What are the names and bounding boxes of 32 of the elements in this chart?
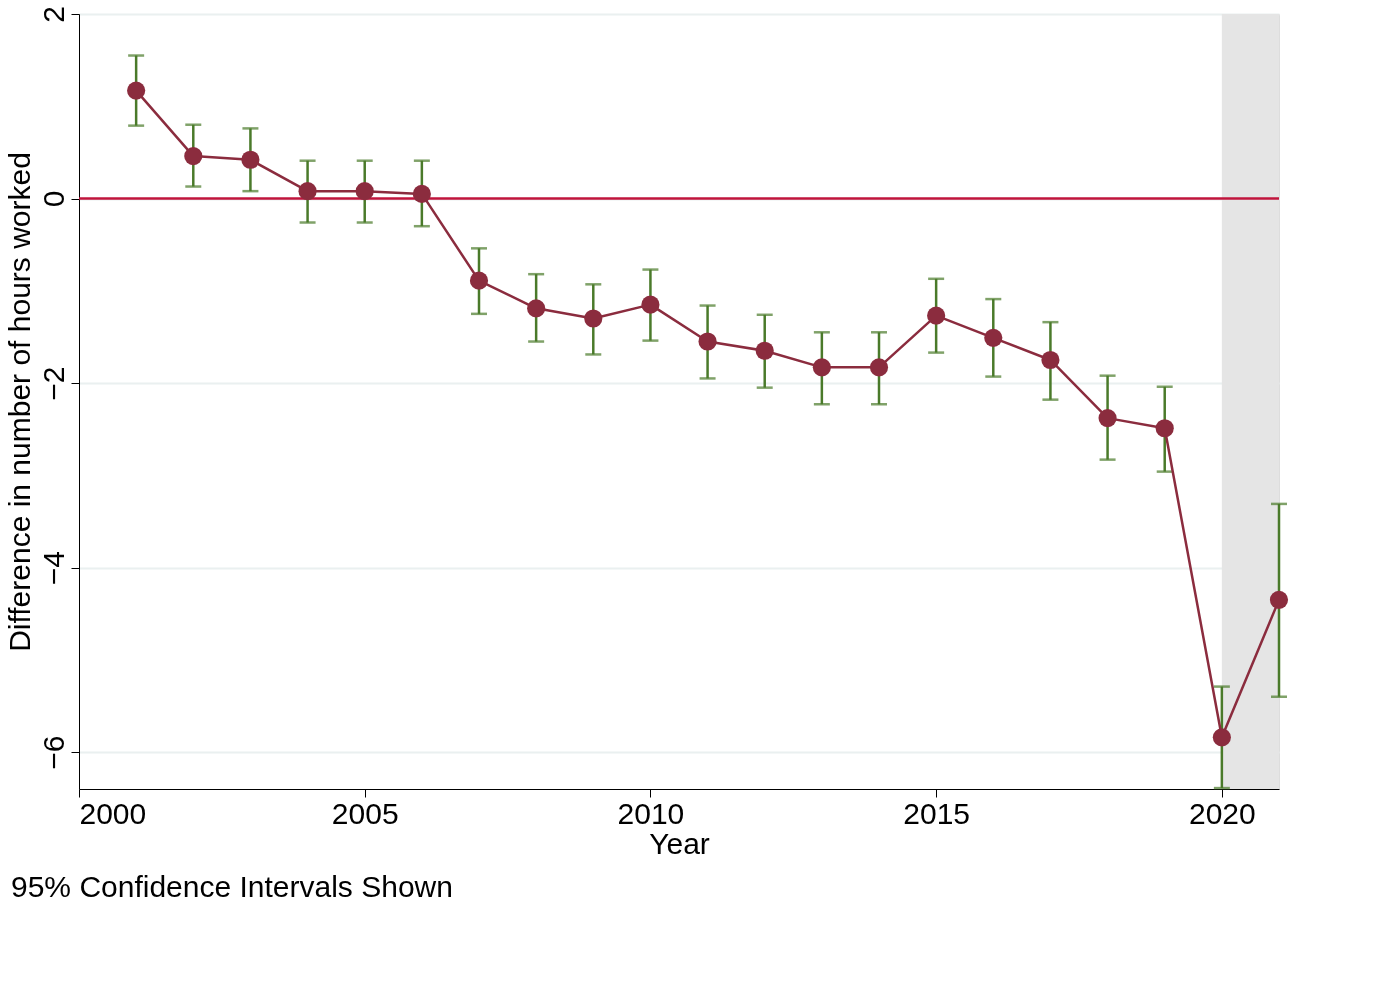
point [184,147,203,166]
point [984,328,1003,347]
point [1212,728,1231,747]
y-tick-label: −2 [36,366,70,401]
point [241,150,260,169]
y-tick-label: 2 [36,6,70,23]
point [812,358,831,377]
x-tick-label: 2015 [903,796,971,830]
text: 95% Confidence Intervals Shown [11,870,453,903]
point [527,299,546,318]
point [1269,590,1289,609]
point [1155,419,1174,438]
point [412,184,431,203]
point [1098,409,1117,428]
point [298,182,317,201]
y-tick-label: −6 [36,735,70,770]
point [869,358,889,377]
y-tick-label: −4 [36,550,70,586]
point [641,295,660,314]
point [469,271,489,290]
x-tick-label: 2005 [331,796,399,830]
point [927,306,946,325]
point [1041,350,1060,370]
x-tick-label: 2020 [1188,796,1256,830]
x-tick-label: 2000 [79,796,147,830]
point [355,182,374,201]
y-tick-label: 0 [36,190,70,208]
point [755,341,774,360]
y-axis-title: Difference in number of hours worked [2,152,36,652]
point [698,332,717,351]
point [127,81,146,100]
point [584,309,603,328]
